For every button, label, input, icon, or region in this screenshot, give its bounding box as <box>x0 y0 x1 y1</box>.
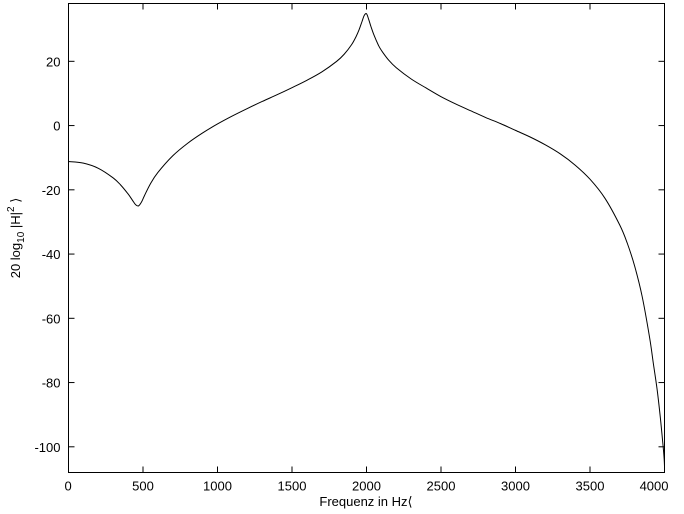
x-tick-label: 500 <box>132 479 154 494</box>
y-tick-label: 0 <box>53 119 60 134</box>
x-tick-label: 4000 <box>640 479 669 494</box>
y-axis-label-middle: |H| <box>8 212 23 232</box>
x-tick-label: 0 <box>65 479 72 494</box>
y-axis-label-glyph: ⟩ <box>8 198 23 207</box>
y-axis-label: 20 log10 |H|2 ⟩ <box>6 198 27 279</box>
y-axis-label-prefix: 20 log <box>8 243 23 278</box>
x-tick-label: 2000 <box>352 479 381 494</box>
series-line <box>68 13 665 467</box>
y-tick-label: -100 <box>34 440 60 455</box>
x-axis-label: Frequenz in Hz⟨ <box>319 494 412 509</box>
y-axis-label-superscript: 2 <box>6 206 17 212</box>
x-axis-label-text: Frequenz in Hz <box>319 494 407 509</box>
y-axis-label-subscript: 10 <box>16 231 27 243</box>
y-tick-label: -80 <box>42 376 61 391</box>
y-tick-label: 20 <box>46 54 60 69</box>
x-axis-ticks: 0 500 1000 1500 2000 2500 3000 3500 4000 <box>65 3 669 494</box>
plot-frame <box>68 3 665 473</box>
x-tick-label: 2500 <box>427 479 456 494</box>
x-axis-label-glyph: ⟨ <box>408 494 413 509</box>
x-tick-label: 3500 <box>576 479 605 494</box>
y-tick-label: -20 <box>42 183 61 198</box>
y-tick-label: -40 <box>42 247 61 262</box>
x-tick-label: 1000 <box>203 479 232 494</box>
x-tick-label: 1500 <box>278 479 307 494</box>
x-tick-label: 3000 <box>501 479 530 494</box>
y-axis-ticks: 20 0 -20 -40 -60 -80 -100 <box>34 54 665 455</box>
y-tick-label: -60 <box>42 311 61 326</box>
